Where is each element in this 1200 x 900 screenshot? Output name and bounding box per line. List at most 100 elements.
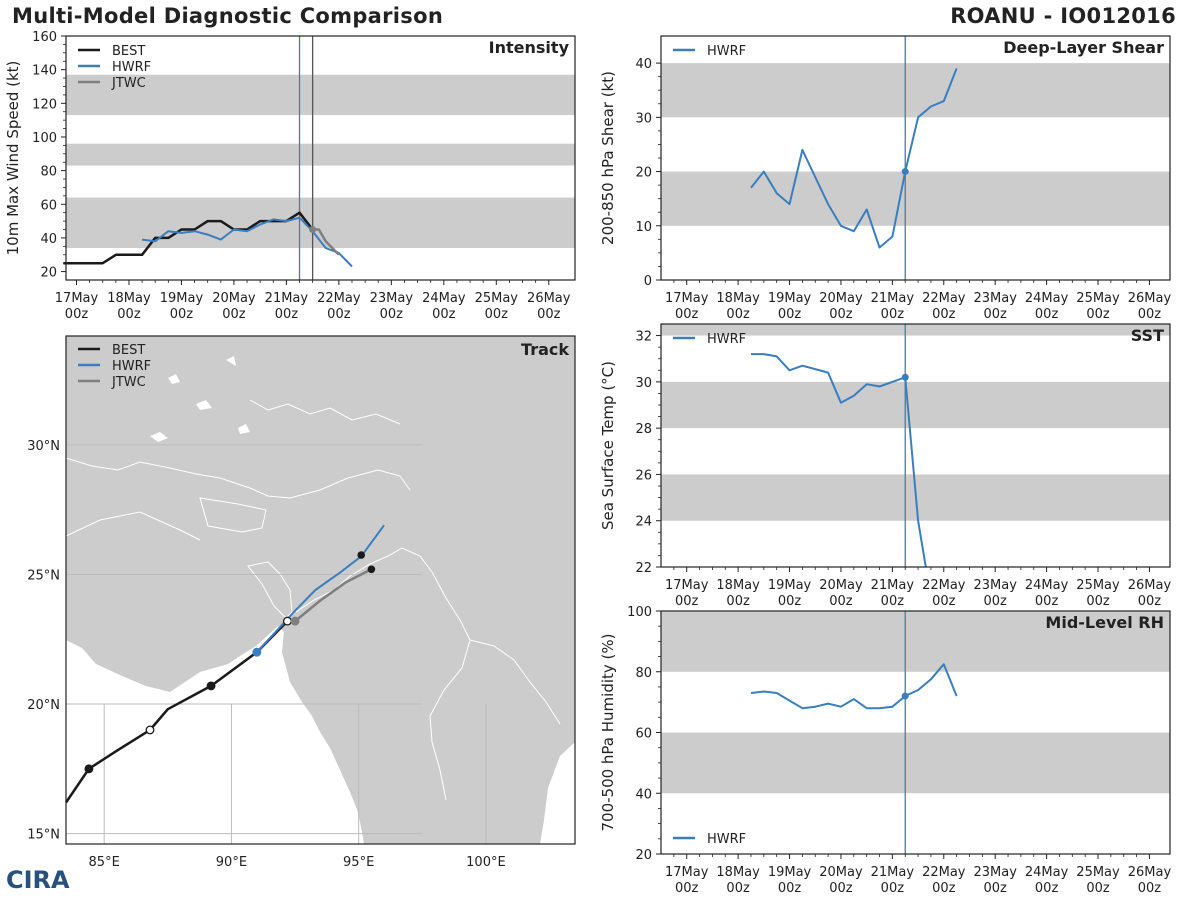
intensity-xtick-label: 00z	[117, 307, 141, 322]
intensity-xtick-label: 22May	[317, 291, 361, 306]
intensity-marker-0	[309, 226, 317, 234]
sst-band-1	[661, 381, 1170, 429]
rh-xtick-label: 24May	[1025, 865, 1069, 880]
rh-ytick-label: 20	[635, 848, 652, 863]
sst-ytick-label: 28	[635, 422, 652, 437]
intensity-xtick-label: 00z	[537, 307, 561, 322]
border-himalaya	[65, 457, 411, 499]
track-point-hwrf	[252, 647, 262, 657]
intensity-legend-label-jtwc: JTWC	[111, 76, 146, 91]
intensity-xtick-label: 00z	[65, 307, 89, 322]
sst-marker-0	[901, 373, 909, 381]
sst-xtick-label: 17May	[665, 578, 709, 593]
sst-ytick-label: 22	[635, 561, 652, 576]
intensity-xtick-label: 26May	[527, 291, 571, 306]
border-laos	[469, 639, 561, 725]
border-india-north	[65, 511, 201, 541]
shear-xtick-label: 00z	[726, 307, 750, 322]
sst-xtick-label: 00z	[984, 594, 1008, 609]
sst-xtick-label: 00z	[1086, 594, 1110, 609]
intensity-xtick-label: 00z	[432, 307, 456, 322]
shear-xtick-label: 00z	[881, 307, 905, 322]
rh-series-hwrf	[750, 663, 958, 710]
rh-ytick-label: 60	[635, 727, 652, 742]
intensity-xtick-label: 21May	[265, 291, 309, 306]
intensity-xtick-label: 00z	[380, 307, 404, 322]
shear-xtick-label: 00z	[984, 307, 1008, 322]
sst-xtick-label: 26May	[1128, 578, 1172, 593]
sst-series-hwrf	[751, 353, 927, 568]
sst-xtick-label: 20May	[819, 578, 863, 593]
border-myanmar	[295, 547, 471, 801]
track-frame	[65, 335, 576, 845]
shear-xtick-label: 18May	[716, 291, 760, 306]
track-point-jtwc	[290, 616, 300, 626]
rh-panel: 2040608010017May00z18May00z19May00z20May…	[599, 605, 1171, 896]
sst-xtick-label: 22May	[922, 578, 966, 593]
rh-xtick-label: 19May	[768, 865, 812, 880]
border-nepal-bhutan	[199, 497, 267, 533]
rh-xtick-label: 00z	[1035, 881, 1059, 896]
shear-xtick-label: 21May	[871, 291, 915, 306]
sst-xtick-label: 00z	[675, 594, 699, 609]
intensity-panel: 2040608010012014016017May00z18May00z19Ma…	[4, 30, 576, 322]
shear-ytick-label: 20	[635, 166, 652, 181]
track-title: Track	[521, 340, 569, 359]
shear-band-1	[661, 63, 1170, 118]
intensity-legend-label-hwrf: HWRF	[112, 60, 151, 75]
track-legend-label-best: BEST	[112, 343, 145, 358]
sst-ytick-label: 32	[635, 330, 652, 345]
rh-xtick-label: 26May	[1128, 865, 1172, 880]
intensity-ytick-label: 80	[40, 165, 57, 180]
sst-ytick-label: 30	[635, 376, 652, 391]
rh-xtick-label: 00z	[726, 881, 750, 896]
rh-title: Mid-Level RH	[1045, 613, 1164, 632]
rh-xtick-label: 00z	[1138, 881, 1162, 896]
intensity-xtick-label: 23May	[370, 291, 414, 306]
intensity-xtick-label: 20May	[212, 291, 256, 306]
sst-title: SST	[1131, 326, 1164, 345]
shear-xtick-label: 20May	[819, 291, 863, 306]
track-point-best	[145, 725, 155, 735]
intensity-xtick-label: 24May	[422, 291, 466, 306]
map-lat-label: 20°N	[27, 698, 60, 713]
track-legend-label-jtwc: JTWC	[111, 375, 146, 390]
shear-ytick-label: 30	[635, 111, 652, 126]
sst-xtick-label: 25May	[1076, 578, 1120, 593]
intensity-ytick-label: 140	[32, 64, 57, 79]
shear-title: Deep-Layer Shear	[1003, 38, 1164, 57]
intensity-ytick-label: 160	[32, 30, 57, 45]
rh-xtick-label: 00z	[881, 881, 905, 896]
shear-xtick-label: 00z	[932, 307, 956, 322]
shear-xtick-label: 17May	[665, 291, 709, 306]
intensity-ytick-label: 100	[32, 131, 57, 146]
shear-xtick-label: 25May	[1076, 291, 1120, 306]
shear-ytick-label: 10	[635, 220, 652, 235]
rh-xtick-label: 00z	[675, 881, 699, 896]
intensity-frame	[65, 35, 576, 281]
shear-ytick-label: 40	[635, 57, 652, 72]
rh-xtick-label: 00z	[1086, 881, 1110, 896]
rh-xtick-label: 25May	[1076, 865, 1120, 880]
intensity-xtick-label: 18May	[107, 291, 151, 306]
shear-ylabel: 200-850 hPa Shear (kt)	[599, 71, 617, 245]
map-base	[65, 336, 575, 844]
intensity-ylabel: 10m Max Wind Speed (kt)	[4, 61, 22, 256]
track-point-best	[282, 616, 292, 626]
rh-xtick-label: 21May	[871, 865, 915, 880]
rh-xtick-label: 00z	[932, 881, 956, 896]
intensity-ytick-label: 120	[32, 97, 57, 112]
intensity-series-hwrf	[141, 216, 353, 268]
storm-id: ROANU - IO012016	[950, 4, 1176, 28]
sst-xtick-label: 00z	[778, 594, 802, 609]
sst-xtick-label: 24May	[1025, 578, 1069, 593]
sst-band-2	[661, 324, 1170, 336]
tibet-lakes	[249, 399, 401, 425]
lakes	[150, 356, 250, 442]
sst-frame	[660, 323, 1171, 568]
sst-legend-label-hwrf: HWRF	[707, 332, 746, 347]
shear-marker-0	[901, 168, 909, 176]
shear-xtick-label: 00z	[1035, 307, 1059, 322]
map-lat-label: 25°N	[27, 568, 60, 583]
map-lon-label: 95°E	[343, 855, 374, 870]
